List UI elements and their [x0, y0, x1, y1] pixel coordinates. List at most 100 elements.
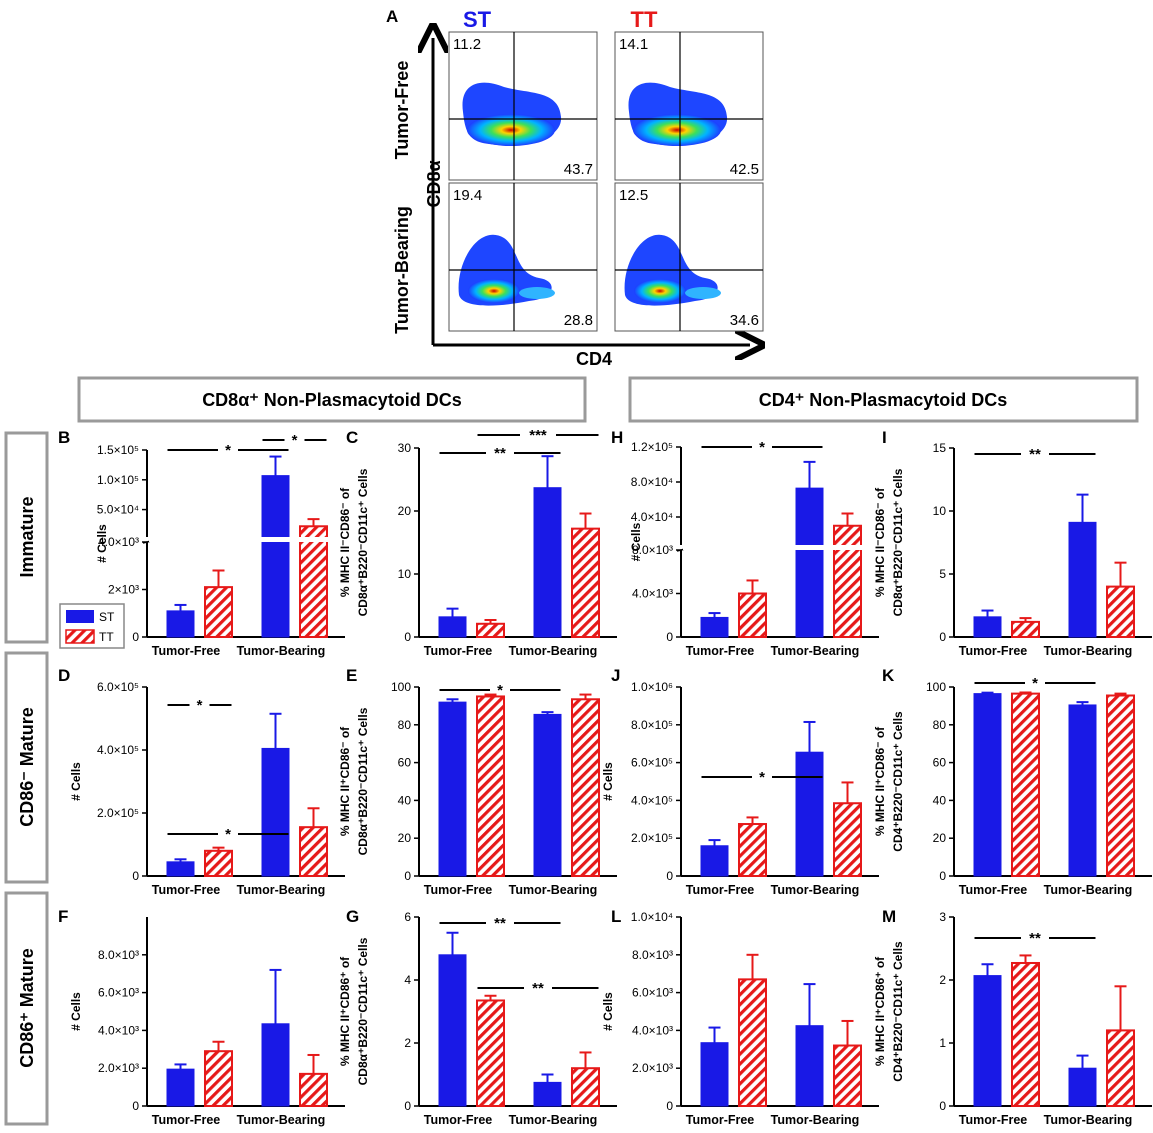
row-label-immature: Immature	[17, 496, 37, 577]
significance-label: *	[225, 442, 231, 459]
y-tick-label: 8.0×10⁴	[631, 475, 673, 489]
y-tick-label: 4.0×10³	[98, 535, 139, 549]
y-tick-label: 3	[939, 910, 946, 924]
bar-st-tumor-bearing	[1068, 1067, 1097, 1107]
bar-st-tumor-free	[166, 610, 195, 638]
chart-m: M 0 1 2 3 % MHC II⁺CD86⁺ of CD4⁺B220⁻CD11c⁺ Ce…	[873, 907, 1152, 1127]
y-tick-label: 0	[404, 869, 411, 883]
y-axis-label: CD4⁺B220⁻CD11c⁺ Cells	[891, 941, 905, 1082]
section-title-cd4: CD4⁺ Non-Plasmacytoid DCs	[759, 390, 1008, 410]
significance-label: **	[494, 445, 506, 462]
y-tick-label: 80	[933, 718, 947, 732]
bar-tt-tumor-free	[1011, 620, 1040, 639]
y-tick-label: 4.0×10⁵	[631, 793, 673, 807]
y-axis-label: CD8α⁺B220⁻CD11c⁺ Cells	[356, 707, 370, 855]
y-tick-label: 6.0×10⁵	[631, 756, 673, 770]
chart-b: B 0 2×10³ 4.0×10³ 5.0×10⁴ 1.0×10⁵ 1.5×10⁵ # Cel…	[58, 428, 347, 658]
bar-st-tumor-free	[973, 616, 1002, 638]
panel-letter: C	[346, 428, 358, 447]
y-axis-label: # Cells	[601, 992, 615, 1031]
x-category-label: Tumor-Free	[424, 644, 493, 658]
significance-label: *	[292, 432, 298, 449]
legend-label-tt: TT	[99, 630, 114, 644]
flow-xlabel-cd4: CD4	[576, 349, 612, 369]
y-tick-label: 4.0×10³	[632, 587, 673, 601]
chart-h: H 0 4.0×10³ 8.0×10³ 4.0×10⁴ 8.0×10⁴ 1.2×10⁵ # C…	[611, 428, 881, 658]
bar-tt-tumor-bearing	[1106, 585, 1135, 638]
bar-st-tumor-bearing	[533, 487, 562, 638]
legend-label-st: ST	[99, 610, 115, 624]
x-category-label: Tumor-Free	[152, 644, 221, 658]
bar-tt-tumor-free	[1011, 961, 1040, 1107]
y-tick-label: 5.0×10⁴	[97, 503, 139, 517]
y-tick-label: 2	[939, 973, 946, 987]
y-axis-label: # Cells	[69, 992, 83, 1031]
x-category-label: Tumor-Bearing	[509, 644, 598, 658]
y-tick-label: 0	[132, 630, 139, 644]
y-axis-label: % MHC II⁺CD86⁻ of	[338, 726, 352, 836]
panel-letter: G	[346, 907, 359, 926]
y-tick-label: 0	[404, 630, 411, 644]
y-axis-label: # Cells	[69, 762, 83, 801]
x-category-label: Tumor-Bearing	[237, 883, 326, 897]
y-tick-label: 0	[666, 869, 673, 883]
legend-swatch-st	[66, 610, 94, 623]
y-tick-label: 2	[404, 1036, 411, 1050]
panel-letter: M	[882, 907, 896, 926]
bar-tt-tumor-bearing	[299, 525, 328, 639]
flow-column-st: ST	[463, 7, 492, 32]
bar-tt-tumor-bearing	[833, 802, 862, 877]
panel-letter: I	[882, 428, 887, 447]
x-category-label: Tumor-Bearing	[1044, 883, 1133, 897]
y-tick-label: 0	[132, 1099, 139, 1113]
bar-tt-tumor-free	[476, 695, 505, 878]
panel-letter-a: A	[386, 7, 398, 26]
significance-label: **	[1029, 446, 1041, 463]
bar-st-tumor-bearing	[795, 751, 824, 877]
y-tick-label: 4.0×10⁵	[97, 743, 139, 757]
y-tick-label: 40	[933, 793, 947, 807]
y-axis-label: % MHC II⁺CD86⁺ of	[338, 956, 352, 1066]
y-tick-label: 2.0×10⁵	[97, 806, 139, 820]
flow-quadrant-top-left: 19.4	[453, 187, 482, 204]
flow-column-tt: TT	[631, 7, 658, 32]
y-tick-label: 20	[933, 831, 947, 845]
y-axis-label: % MHC II⁺CD86⁺ of	[873, 956, 887, 1066]
significance-label: *	[1032, 675, 1038, 692]
panel-letter: L	[611, 907, 621, 926]
y-tick-label: 6	[404, 910, 411, 924]
flow-quadrant-top-left: 11.2	[453, 36, 481, 53]
bar-st-tumor-free	[438, 701, 467, 877]
flow-plot-1-0: 19.4 28.8	[448, 182, 598, 332]
y-tick-label: 40	[398, 793, 412, 807]
y-tick-label: 8.0×10⁵	[631, 718, 673, 732]
y-tick-label: 20	[398, 504, 412, 518]
bar-tt-tumor-free	[738, 592, 767, 638]
x-category-label: Tumor-Free	[152, 1113, 221, 1127]
chart-f: F 0 2.0×10³ 4.0×10³ 6.0×10³ 8.0×10³ # Cells Tum…	[58, 907, 345, 1127]
x-category-label: Tumor-Bearing	[237, 1113, 326, 1127]
panel-a: A ST TT Tumor-Free Tumor-Bearing CD8α CD…	[386, 7, 763, 369]
y-axis-label: % MHC II⁺CD86⁻ of	[873, 726, 887, 836]
bar-st-tumor-bearing	[795, 487, 824, 638]
flow-density-core	[468, 279, 520, 303]
flow-plot-1-1: 12.5 34.6	[614, 182, 764, 332]
y-tick-label: 6.0×10⁵	[97, 680, 139, 694]
bar-tt-tumor-free	[204, 1050, 233, 1107]
y-tick-label: 5	[939, 567, 946, 581]
bar-tt-tumor-bearing	[571, 527, 600, 639]
significance-label: **	[1029, 930, 1041, 947]
x-category-label: Tumor-Free	[959, 1113, 1028, 1127]
chart-j: J 0 2.0×10⁵ 4.0×10⁵ 6.0×10⁵ 8.0×10⁵ 1.0×10⁶ # C…	[601, 666, 879, 897]
axis-break-gap	[683, 545, 881, 550]
bar-st-tumor-bearing	[533, 713, 562, 877]
y-axis-label: # Cells	[629, 522, 643, 561]
y-axis-label: % MHC II⁻CD86⁻ of	[338, 487, 352, 597]
x-category-label: Tumor-Free	[959, 883, 1028, 897]
y-tick-label: 10	[933, 504, 947, 518]
y-axis-label: CD8α⁺B220⁻CD11c⁺ Cells	[356, 937, 370, 1085]
y-tick-label: 20	[398, 831, 412, 845]
bar-st-tumor-bearing	[795, 1025, 824, 1107]
x-category-label: Tumor-Free	[686, 883, 755, 897]
x-category-label: Tumor-Bearing	[1044, 1113, 1133, 1127]
